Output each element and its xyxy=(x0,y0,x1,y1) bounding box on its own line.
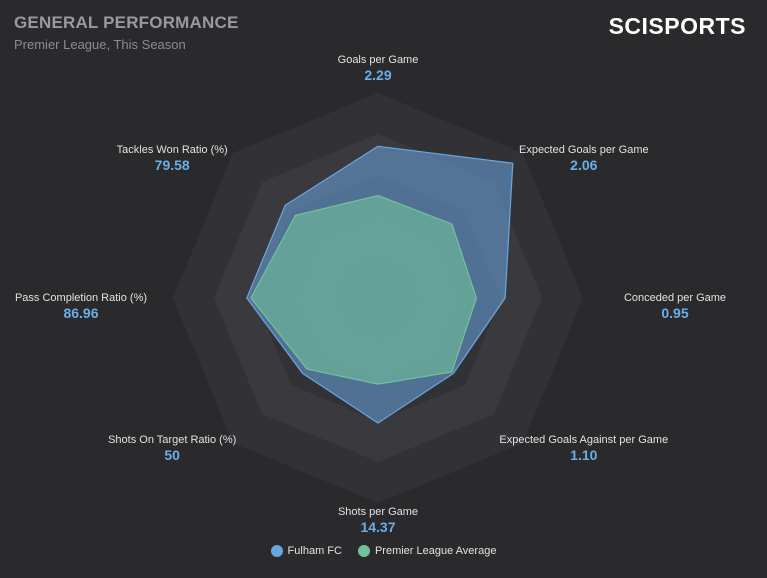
legend-item-average[interactable]: Premier League Average xyxy=(357,545,497,557)
legend: Fulham FC Premier League Average xyxy=(0,545,767,557)
axis-label: Conceded per Game xyxy=(624,292,726,304)
legend-item-team[interactable]: Fulham FC xyxy=(270,545,342,557)
brand-logo: SCISPORTS xyxy=(608,13,746,39)
axis-label: Pass Completion Ratio (%) xyxy=(15,292,147,304)
axis-label: Expected Goals per Game xyxy=(519,144,649,156)
axis-label: Shots per Game xyxy=(338,506,418,518)
axis-value: 1.10 xyxy=(570,447,597,463)
legend-label-average: Premier League Average xyxy=(374,545,497,557)
axis-value: 2.06 xyxy=(570,157,597,173)
chart-title: GENERAL PERFORMANCE xyxy=(14,13,239,32)
axis-label: Expected Goals Against per Game xyxy=(499,434,668,446)
axis-value: 2.29 xyxy=(364,67,391,83)
legend-swatch-team xyxy=(270,545,283,557)
radar-series xyxy=(246,145,514,424)
axis-label: Shots On Target Ratio (%) xyxy=(108,434,236,446)
legend-label-team: Fulham FC xyxy=(287,545,342,557)
axis-value: 86.96 xyxy=(63,305,98,321)
axis-value: 14.37 xyxy=(360,519,395,535)
axis-value: 79.58 xyxy=(155,157,190,173)
axis-value: 50 xyxy=(164,447,180,463)
legend-swatch-average xyxy=(357,545,370,557)
series-average-area[interactable] xyxy=(250,194,478,385)
axis-label: Goals per Game xyxy=(338,54,419,66)
chart-subtitle: Premier League, This Season xyxy=(14,37,186,52)
axis-value: 0.95 xyxy=(661,305,688,321)
axis-label: Tackles Won Ratio (%) xyxy=(117,144,228,156)
